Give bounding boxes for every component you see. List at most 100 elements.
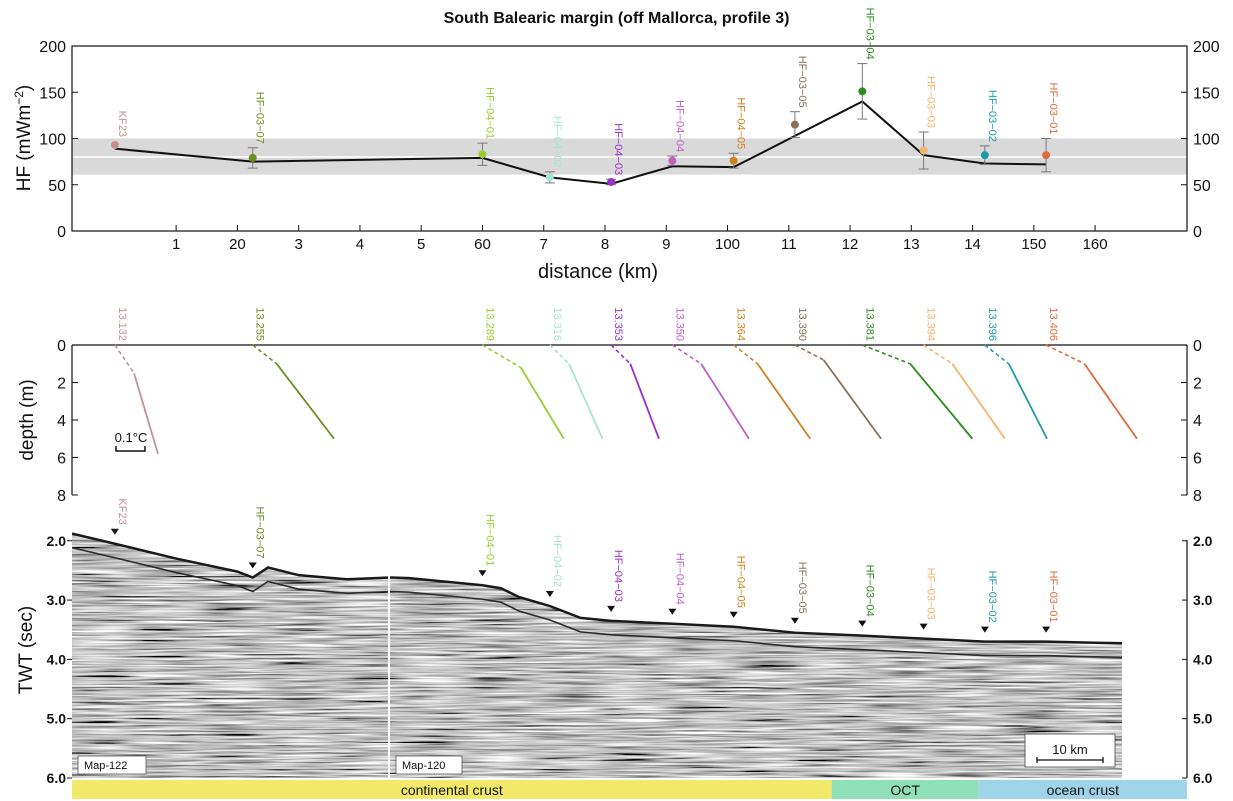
td-profile-top-dashed (114, 344, 135, 374)
hf-y-tick-label-right: 50 (1193, 178, 1211, 195)
crust-zone-rect (978, 780, 1187, 799)
hf-x-tick-label: 3 (295, 236, 303, 253)
seismic-station-marker (980, 626, 989, 633)
seismic-station-marker (790, 617, 799, 624)
td-profile-top-dashed (794, 344, 824, 361)
hf-station-point (919, 146, 928, 155)
hf-station-point (1042, 151, 1051, 160)
hf-station-point (478, 150, 487, 159)
hf-y-tick-label-right: 100 (1193, 132, 1220, 149)
hf-y-label-main: HF (mWm (14, 105, 35, 192)
hf-x-tick-label: 100 (715, 236, 740, 253)
td-profile-label: 13.390 (796, 307, 808, 341)
hf-x-tick-label: 8 (601, 236, 609, 253)
hf-axes: 0 0 50 50 100 100 150 150 200 200 1 20 3 4 5 60 7 8 9 100 11… (39, 39, 1220, 253)
td-y-tick-label-left: 4 (57, 413, 66, 430)
seismic-station-marker (545, 591, 554, 597)
seismic-station-marker (858, 620, 867, 627)
crust-zone-bar: continental crust OCT ocean crust (72, 780, 1187, 799)
td-y-tick-label-left: 2 (57, 376, 66, 393)
td-profile-line (951, 363, 1006, 440)
hf-y-tick-label-left: 0 (57, 224, 66, 241)
line-label-text-1: Map-122 (84, 760, 127, 772)
td-profile-label: 13.353 (612, 307, 624, 341)
seismic-station-label: HF−03−07 (254, 507, 266, 559)
seismic-station-label: HF−03−02 (986, 571, 998, 623)
hf-y-tick-label-right: 200 (1193, 39, 1220, 56)
seismic-station-label: KF23 (116, 498, 128, 524)
seismic-station-label: HF−04−03 (612, 550, 624, 602)
figure-title: South Balearic margin (off Mallorca, pro… (443, 10, 790, 27)
td-profile-top-dashed (482, 344, 522, 369)
td-profile-label: 13.316 (551, 307, 563, 341)
hf-x-tick-label: 1 (172, 236, 180, 253)
hf-x-tick-label: 7 (540, 236, 548, 253)
seismic-station-label: HF−04−05 (735, 556, 747, 608)
td-profile-line (568, 363, 604, 440)
td-profile-top-dashed (549, 344, 570, 365)
line-label-box-2 (395, 755, 463, 775)
td-profile-label: 13.350 (673, 307, 685, 341)
line-label-box-1 (77, 755, 147, 775)
hf-station-point (858, 87, 867, 96)
seismic-station-label: HF−03−01 (1047, 571, 1059, 623)
seismic-station-label: HF−03−04 (863, 565, 875, 617)
seismic-y-tick-label-left: 2.0 (47, 533, 67, 549)
seismic-scale-bar: 10 km (1024, 733, 1116, 768)
hf-station-label: HF−04−04 (673, 100, 685, 152)
td-profile-line (519, 367, 565, 440)
seismic-y-tick-label-left: 4.0 (47, 651, 67, 667)
temperature-depth-panel: 0 0 2 2 4 4 6 6 8 8 13.132 13.255 13.289 13.316 13.35… (17, 307, 1202, 505)
hf-y-label-sup: −2 (12, 91, 26, 105)
seismic-axes: 2.0 2.0 3.0 3.0 4.0 4.0 5.0 5.0 6.0 6.0 (47, 533, 1213, 786)
seismic-station-marker (248, 562, 257, 569)
hf-x-tick-label: 150 (1021, 236, 1046, 253)
hf-station-label: HF−03−05 (796, 56, 808, 108)
hf-station-label: HF−03−01 (1047, 83, 1059, 135)
seismic-scale-bar-box (1024, 733, 1116, 768)
seismic-station-marker (110, 528, 119, 535)
hf-x-tick-label: 4 (356, 236, 364, 253)
hf-y-tick-label-right: 150 (1193, 85, 1220, 102)
td-profile-line (629, 363, 660, 440)
seismic-scale-bar-label: 10 km (1052, 742, 1087, 757)
hf-mean-band (72, 138, 1187, 175)
td-profile-label: 13.396 (986, 307, 998, 341)
td-profile-top-dashed (733, 344, 759, 365)
hf-y-tick-label-right: 0 (1193, 224, 1202, 241)
hf-station-point (248, 153, 257, 162)
hf-y-tick-label-left: 100 (39, 132, 66, 149)
td-y-tick-label-right: 4 (1193, 413, 1202, 430)
td-y-tick-label-left: 0 (57, 338, 66, 355)
seismic-station-label: HF−04−02 (551, 535, 563, 587)
hf-station-label: HF−04−05 (735, 97, 747, 149)
hf-station-point (790, 120, 799, 129)
hf-x-axis-label: distance (km) (538, 261, 658, 283)
td-profile-line (275, 363, 335, 440)
seismic-y-axis-label: TWT (sec) (16, 606, 37, 694)
td-profile-label: 13.255 (254, 307, 266, 341)
hf-station-label: HF−04−03 (612, 123, 624, 175)
hf-x-tick-label: 5 (417, 236, 425, 253)
seismic-station-label: HF−04−04 (673, 553, 685, 605)
seismic-station-marker (668, 608, 677, 615)
td-y-tick-label-left: 6 (57, 451, 66, 468)
hf-station-label: HF−03−03 (925, 76, 937, 128)
hf-station-point (607, 177, 616, 186)
td-scale-bar: 0.1°C (115, 430, 147, 452)
td-y-tick-label-right: 8 (1193, 488, 1202, 505)
hf-y-axis-label: HF (mWm−2) (12, 85, 35, 192)
td-profile-label: 13.289 (483, 307, 495, 341)
seismic-station-marker (478, 570, 487, 577)
td-profile-top-dashed (862, 344, 911, 365)
td-profile-line (1007, 363, 1048, 440)
td-y-tick-label-right: 0 (1193, 338, 1202, 355)
seismic-y-tick-label-left: 5.0 (47, 711, 67, 727)
td-profile-line (756, 363, 811, 440)
td-profile-label: 13.406 (1047, 307, 1059, 341)
seismic-image (72, 520, 1122, 778)
crust-zone-rect (831, 780, 979, 799)
td-profile-label: 13.394 (925, 307, 937, 341)
seismic-y-tick-label-left: 6.0 (47, 770, 67, 786)
td-profile-top-dashed (984, 344, 1010, 365)
